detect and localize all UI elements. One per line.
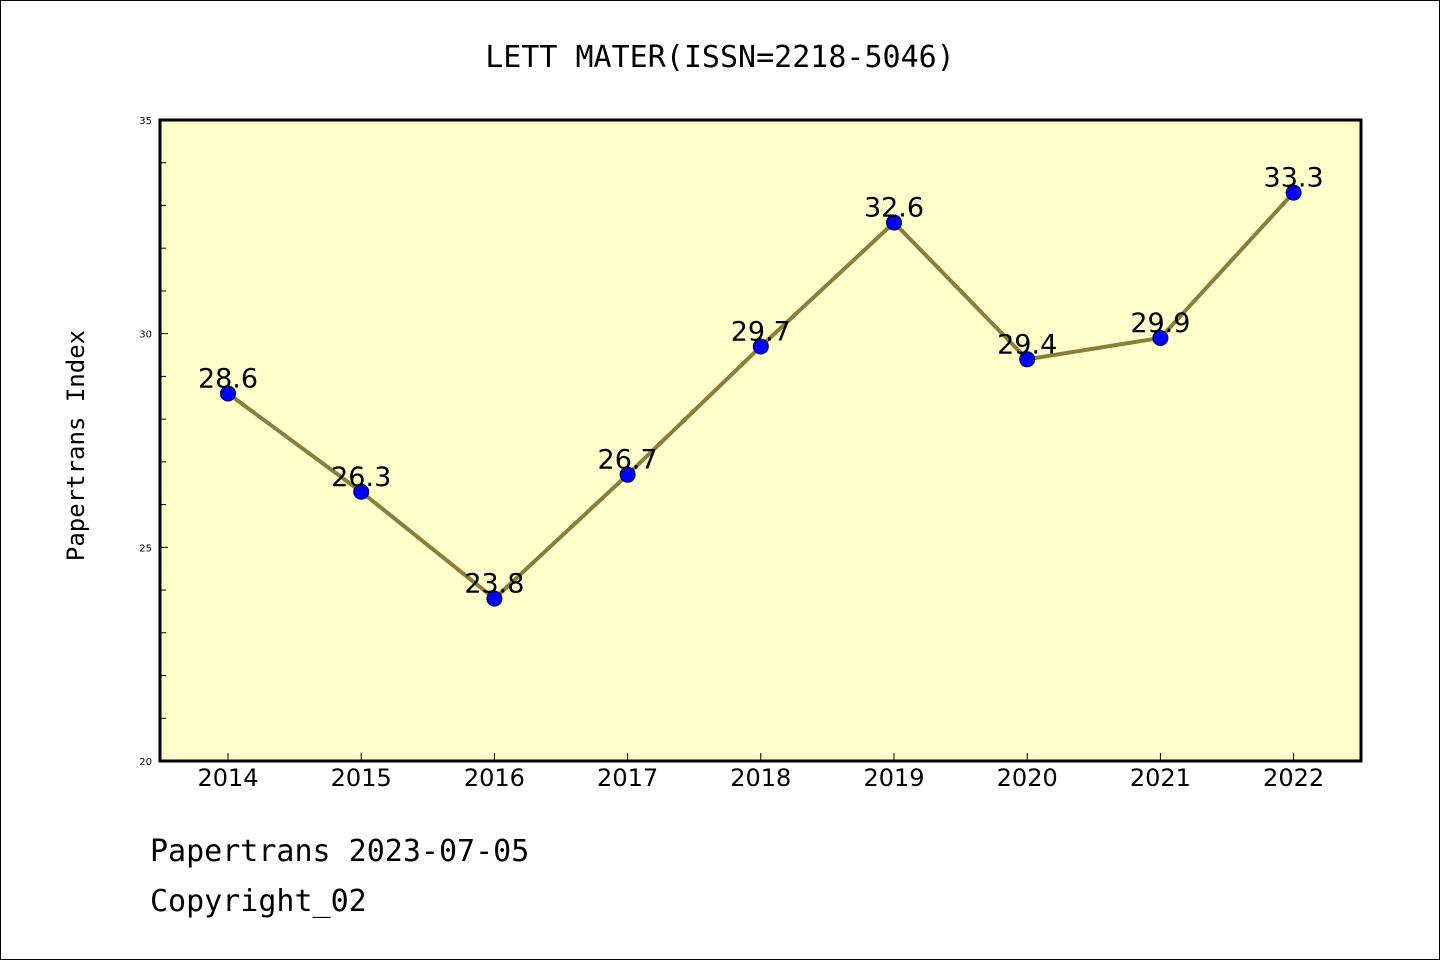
x-tick-label: 2019 xyxy=(863,764,924,792)
y-axis: 20 25 30 35 xyxy=(139,116,168,768)
data-point-marker xyxy=(353,483,370,500)
plot-area xyxy=(158,118,1363,763)
x-tick-label: 2017 xyxy=(597,764,658,792)
x-tick-label: 2021 xyxy=(1130,764,1191,792)
data-label: 26.3 xyxy=(331,462,391,493)
data-label: 29.9 xyxy=(1130,308,1190,339)
y-tick-label: 30 xyxy=(139,330,152,341)
data-label: 29.7 xyxy=(731,316,791,347)
data-point-marker xyxy=(619,466,636,483)
y-tick-label: 35 xyxy=(139,116,152,127)
series-group xyxy=(220,184,1302,607)
x-tick-label: 2016 xyxy=(464,764,525,792)
y-tick-label: 20 xyxy=(139,757,152,768)
x-tick-label: 2015 xyxy=(331,764,392,792)
y-tick-label: 25 xyxy=(139,543,152,554)
chart-title: LETT MATER(ISSN=2218-5046) xyxy=(485,40,955,75)
data-point-marker xyxy=(1152,329,1169,346)
x-tick-label: 2020 xyxy=(997,764,1058,792)
x-tick-label: 2022 xyxy=(1263,764,1324,792)
x-tick-label: 2018 xyxy=(730,764,791,792)
data-point-marker xyxy=(220,385,236,402)
data-label: 23.8 xyxy=(464,569,524,600)
x-tick-label: 2014 xyxy=(197,764,258,792)
footer-copyright-text: Copyright_02 xyxy=(150,884,367,919)
data-label: 33.3 xyxy=(1264,163,1324,194)
data-label: 26.7 xyxy=(598,445,658,476)
data-label: 29.4 xyxy=(997,329,1057,360)
y-axis-label: Papertrans Index xyxy=(62,330,90,561)
data-point-marker xyxy=(886,214,902,231)
data-label: 32.6 xyxy=(864,193,924,224)
data-label: 28.6 xyxy=(198,363,258,394)
data-labels: 28.6 26.3 23.8 26.7 29.7 32.6 29.4 29.9 33.3 xyxy=(198,163,1324,600)
x-axis: 2014 2015 2016 2017 2018 2019 2020 2021 2022 xyxy=(197,753,1324,792)
footer-date-text: Papertrans 2023-07-05 xyxy=(150,834,530,869)
data-point-marker xyxy=(1285,184,1302,201)
data-point-marker xyxy=(1019,351,1036,368)
data-point-marker xyxy=(752,338,769,355)
data-point-marker xyxy=(486,590,503,607)
